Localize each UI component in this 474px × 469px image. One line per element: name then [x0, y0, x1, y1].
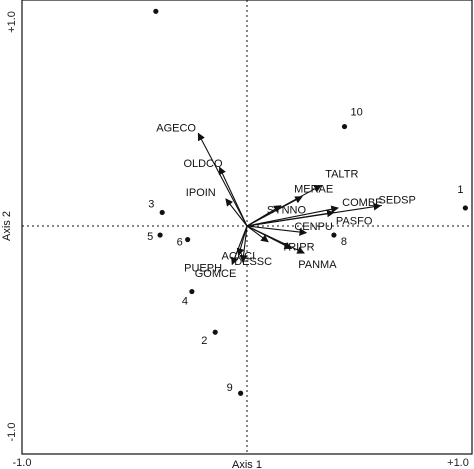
vector-label-combe: COMBE [342, 197, 382, 209]
vector-label-ageco: AGECO [156, 122, 196, 134]
vector-label-acaci: ACACI [222, 250, 256, 262]
vector-label-oldco: OLDCO [183, 158, 223, 170]
vector-arrow-dessc [246, 225, 269, 243]
site-point-8 [331, 232, 337, 238]
site-point-9 [238, 390, 244, 396]
vector-label-ipoin: IPOIN [186, 187, 216, 199]
site-point-1 [462, 205, 468, 211]
vector-arrow-ipoin [225, 198, 248, 227]
vector-label-gomce: GOMCE [195, 268, 237, 280]
points-layer: 12345678910 [144, 0, 468, 396]
site-label-1: 1 [457, 184, 463, 196]
vector-arrow-combe [246, 205, 339, 227]
x-tick-min: -1.0 [13, 457, 32, 469]
site-label-8: 8 [341, 236, 347, 248]
site-label-9: 9 [227, 382, 233, 394]
vector-arrow-panma [246, 225, 305, 254]
vector-arrow-oldco [218, 166, 248, 227]
vector-label-sedsp: SEDSP [379, 195, 416, 207]
site-label-5: 5 [147, 231, 153, 243]
vector-label-cenpu: CENPU [294, 221, 333, 233]
site-point-3 [159, 209, 165, 216]
vector-label-pasfo: PASFO [336, 215, 373, 227]
vector-arrow-cenpu [246, 225, 308, 236]
vector-arrow-ageco [197, 132, 248, 227]
vector-label-taltr: TALTR [325, 168, 358, 180]
vector-label-panma: PANMA [298, 259, 337, 271]
y-tick-max: +1.0 [6, 11, 18, 33]
site-point-10 [341, 123, 348, 130]
site-point-7 [153, 8, 159, 14]
y-tick-min: -1.0 [6, 423, 18, 442]
vector-arrow-pueph [231, 225, 248, 266]
vector-label-merae: MERAE [294, 184, 333, 196]
x-tick-max: +1.0 [447, 457, 469, 469]
site-point-2 [212, 329, 218, 335]
vector-label-synno: SYNNO [267, 205, 307, 217]
site-label-10: 10 [351, 107, 363, 119]
site-point-4 [189, 288, 195, 295]
vectors-layer: AGECO OLDCO IPOIN TALTR MERAE SYNNO COMBESEDSP… [156, 122, 416, 280]
site-point-6 [185, 236, 191, 243]
vector-label-pueph: PUEPH [184, 262, 222, 274]
y-axis-label: Axis 2 [1, 211, 13, 241]
vector-arrow-pasfo [246, 209, 335, 227]
vector-arrow-gomce [239, 225, 248, 263]
site-label-6: 6 [177, 237, 183, 249]
x-axis-label: Axis 1 [232, 459, 262, 469]
site-label-2: 2 [201, 335, 207, 347]
site-point-5 [157, 232, 163, 238]
vector-label-tripr: TRIPR [282, 242, 315, 254]
site-label-4: 4 [182, 296, 188, 308]
vector-arrow-synno [246, 205, 282, 227]
plot-frame [21, 0, 473, 455]
site-label-3: 3 [148, 198, 154, 210]
